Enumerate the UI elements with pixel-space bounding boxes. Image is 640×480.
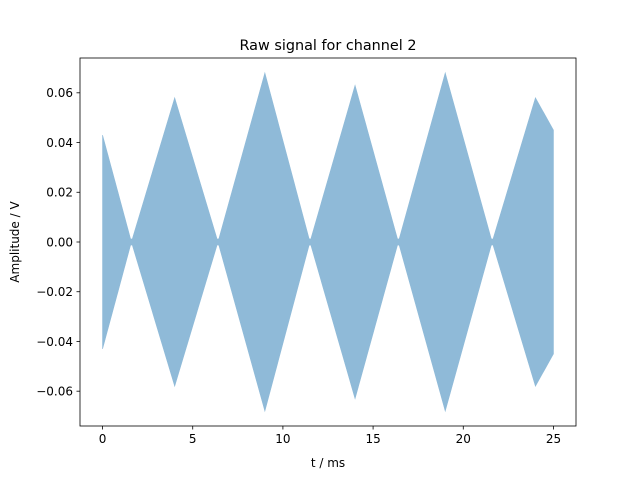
y-axis-label: Amplitude / V [8, 201, 22, 283]
y-tick-label: −0.04 [36, 335, 73, 349]
axes: 0 5 10 15 20 25 −0.06 −0.04 −0.02 0.00 0.02 0.04 0.0… [36, 57, 577, 446]
x-tick-label: 5 [189, 432, 197, 446]
signal-series-1 [102, 71, 554, 413]
x-tick-label: 10 [275, 432, 290, 446]
y-tick-label: 0.04 [46, 136, 73, 150]
y-tick-label: −0.06 [36, 384, 73, 398]
y-tick-label: 0.02 [46, 186, 73, 200]
chart-title: Raw signal for channel 2 [239, 38, 416, 54]
y-tick-label: 0.00 [46, 235, 73, 249]
x-tick-label: 15 [365, 432, 380, 446]
plot-area [102, 71, 554, 413]
y-tick-label: −0.02 [36, 285, 73, 299]
y-tick-label: 0.06 [46, 86, 73, 100]
x-axis-label: t / ms [311, 456, 345, 470]
x-tick-label: 0 [99, 432, 107, 446]
x-tick-label: 25 [546, 432, 561, 446]
x-tick-label: 20 [456, 432, 471, 446]
